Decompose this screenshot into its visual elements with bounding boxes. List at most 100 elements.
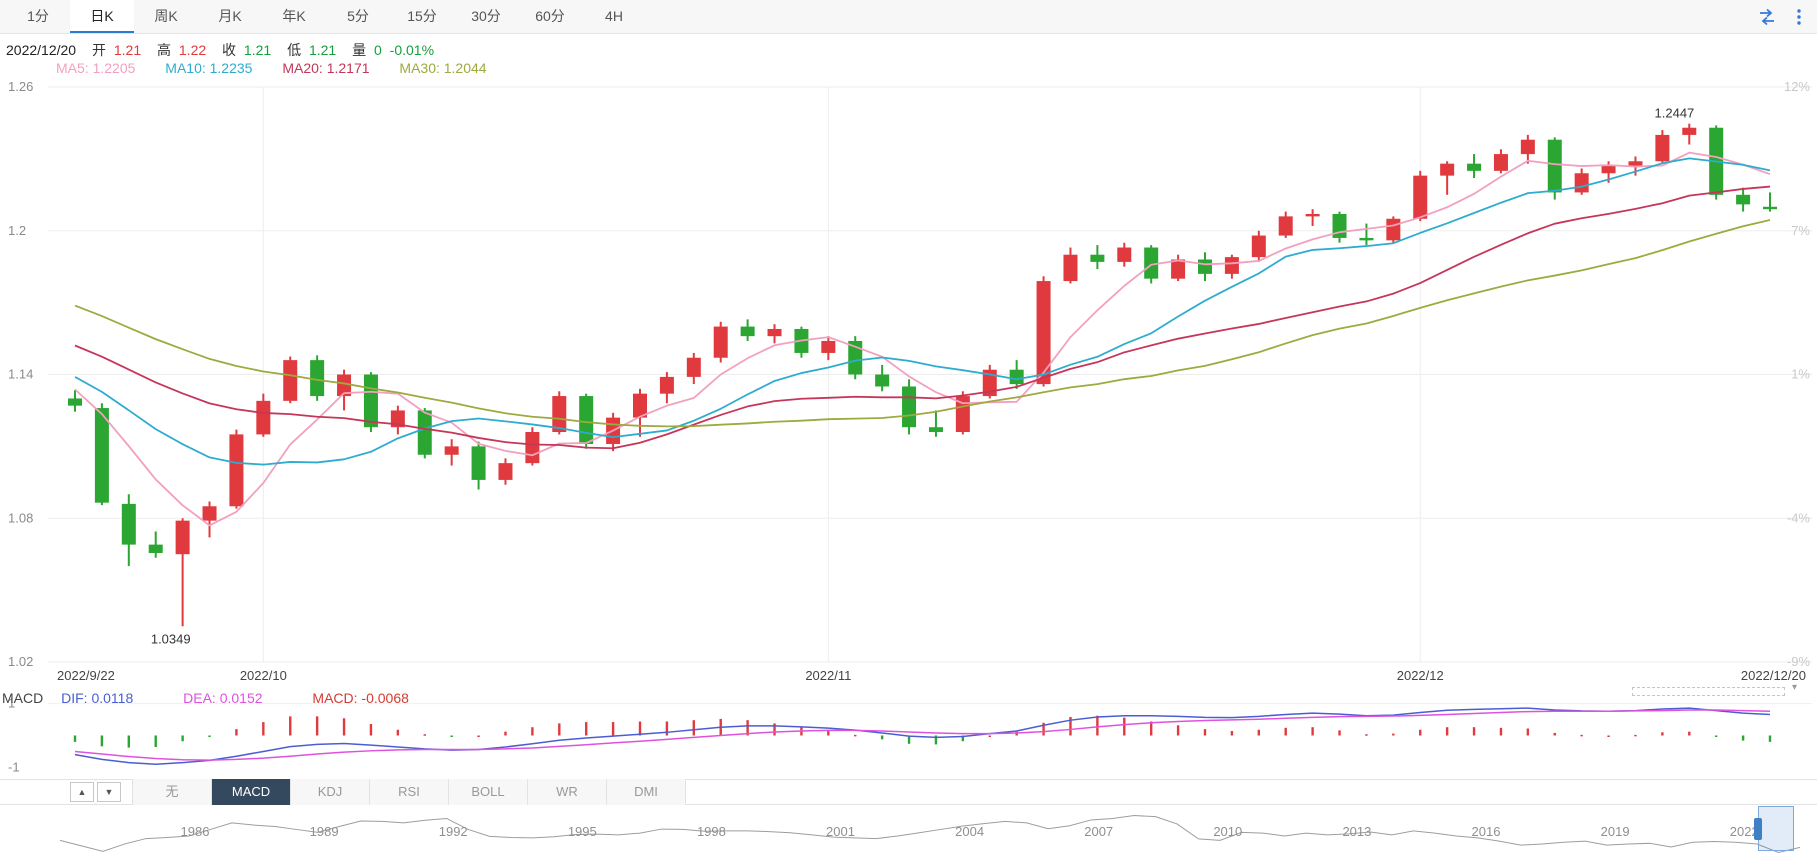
indicator-tab-kdj[interactable]: KDJ: [290, 779, 369, 805]
candle[interactable]: [1036, 276, 1051, 387]
year-label: 1986: [181, 824, 210, 839]
year-label: 1995: [568, 824, 597, 839]
svg-text:1.02: 1.02: [8, 654, 33, 669]
candle[interactable]: [955, 391, 970, 435]
macd-histogram: [73, 715, 1772, 748]
candle[interactable]: [1359, 223, 1374, 246]
candle[interactable]: [767, 324, 782, 344]
year-label: 2007: [1084, 824, 1113, 839]
ma30-legend: MA30: 1.2044: [399, 60, 487, 76]
candle[interactable]: [121, 494, 136, 567]
candle[interactable]: [229, 429, 244, 509]
panel-down-button[interactable]: ▼: [97, 782, 121, 802]
candle[interactable]: [390, 405, 405, 435]
more-options-icon[interactable]: [1795, 7, 1803, 27]
candle[interactable]: [310, 355, 325, 401]
tab-yearly-k[interactable]: 年K: [282, 8, 306, 24]
indicator-tab-wr[interactable]: WR: [527, 779, 606, 805]
year-label: 2001: [826, 824, 855, 839]
candle[interactable]: [1467, 154, 1482, 179]
candle[interactable]: [659, 372, 674, 404]
indicator-tab-none[interactable]: 无: [132, 779, 211, 805]
candle[interactable]: [202, 501, 217, 538]
candle[interactable]: [498, 458, 513, 485]
candle[interactable]: [1682, 123, 1697, 145]
candle[interactable]: [1655, 130, 1670, 164]
svg-text:2022/10: 2022/10: [240, 668, 287, 683]
candle[interactable]: [686, 352, 701, 385]
candle[interactable]: [1117, 242, 1132, 267]
candle[interactable]: [1386, 216, 1401, 243]
candle[interactable]: [633, 388, 647, 437]
candle[interactable]: [1251, 230, 1266, 262]
candle[interactable]: [902, 379, 917, 435]
collapse-arrow-icon[interactable]: ▾: [1792, 682, 1798, 693]
candle[interactable]: [1305, 209, 1320, 226]
high-label: 高: [157, 42, 171, 58]
candle[interactable]: [1224, 254, 1239, 279]
tab-30min[interactable]: 30分: [471, 8, 501, 24]
macd-title: MACD: [2, 690, 44, 706]
low-value: 1.21: [308, 42, 337, 58]
history-line: [59, 815, 1801, 853]
candle[interactable]: [713, 321, 728, 363]
compare-arrows-icon[interactable]: [1757, 7, 1777, 27]
navigator-selection[interactable]: [1754, 806, 1794, 851]
tab-monthly-k[interactable]: 月K: [218, 8, 242, 24]
candle[interactable]: [1009, 360, 1024, 389]
candle[interactable]: [740, 319, 755, 341]
tab-5min[interactable]: 5分: [347, 8, 369, 24]
candle[interactable]: [1736, 187, 1751, 212]
tab-4h[interactable]: 4H: [605, 8, 623, 24]
candle[interactable]: [148, 531, 163, 558]
candle[interactable]: [1063, 247, 1078, 284]
candle[interactable]: [283, 356, 298, 404]
candle[interactable]: [337, 369, 352, 411]
candle[interactable]: [1413, 170, 1428, 222]
indicator-tab-boll[interactable]: BOLL: [448, 779, 527, 805]
candle[interactable]: [1493, 149, 1508, 174]
panel-up-button[interactable]: ▲: [70, 782, 94, 802]
navigator-drag-handle[interactable]: [1754, 818, 1762, 840]
indicator-tab-macd[interactable]: MACD: [211, 779, 290, 805]
candle[interactable]: [821, 336, 836, 361]
indicator-tab-dmi[interactable]: DMI: [606, 779, 686, 805]
candle[interactable]: [1198, 252, 1212, 282]
candle[interactable]: [875, 364, 890, 392]
candle[interactable]: [1547, 137, 1562, 200]
candle[interactable]: [1278, 211, 1293, 238]
candle[interactable]: [1090, 245, 1105, 270]
tab-15min[interactable]: 15分: [407, 8, 437, 24]
year-label: 2019: [1601, 824, 1630, 839]
panel-resize-handle[interactable]: [1632, 687, 1785, 696]
tab-weekly-k[interactable]: 周K: [154, 8, 178, 24]
candle[interactable]: [1520, 134, 1535, 164]
tab-60min[interactable]: 60分: [535, 8, 565, 24]
candle[interactable]: [471, 441, 486, 490]
history-navigator[interactable]: 1986 1989 1992 1995 1998 2001 2004 2007 2010 2013…: [0, 805, 1817, 863]
candlestick-chart[interactable]: 1.26 1.2 1.14 1.08 1.02 12% 7% 1% -4% -9% 2022/9/2…: [0, 80, 1817, 695]
candle[interactable]: [256, 393, 271, 437]
candle[interactable]: [1440, 161, 1455, 195]
macd-chart[interactable]: 1 -1: [0, 692, 1817, 777]
tab-1min[interactable]: 1分: [27, 8, 49, 24]
candle[interactable]: [417, 408, 432, 459]
high-value: 1.22: [178, 42, 207, 58]
candle[interactable]: [1332, 211, 1347, 243]
candle[interactable]: [848, 336, 863, 380]
candle[interactable]: [94, 403, 109, 506]
candle[interactable]: [1574, 168, 1589, 195]
candle[interactable]: [1763, 192, 1777, 212]
candle[interactable]: [525, 427, 540, 466]
indicator-tab-rsi[interactable]: RSI: [369, 779, 448, 805]
svg-text:7%: 7%: [1791, 223, 1810, 238]
macd-dif-value: DIF: 0.0118: [61, 690, 134, 706]
open-value: 1.21: [113, 42, 142, 58]
candle[interactable]: [928, 410, 943, 437]
candle[interactable]: [1171, 254, 1186, 282]
candle[interactable]: [68, 390, 82, 412]
candle[interactable]: [175, 518, 190, 627]
tab-daily-k[interactable]: 日K: [70, 0, 134, 33]
candle[interactable]: [982, 364, 997, 399]
candle[interactable]: [444, 439, 459, 466]
